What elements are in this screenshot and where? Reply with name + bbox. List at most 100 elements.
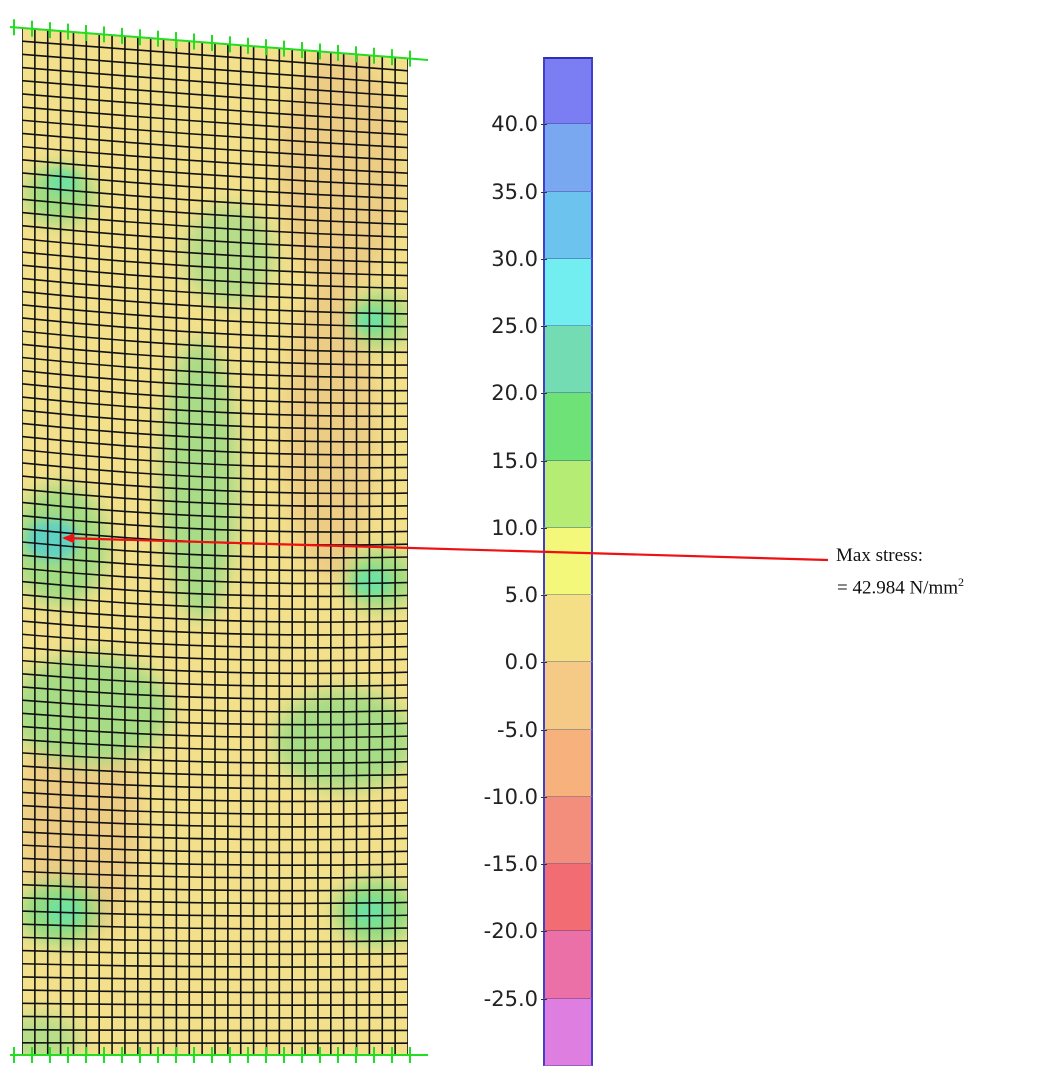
legend-tick-label: 25.0	[491, 314, 538, 338]
legend-band	[543, 595, 593, 663]
stress-contour-field	[22, 28, 408, 1055]
mesh-horizontal-line	[22, 132, 408, 162]
legend-tick-mark	[541, 931, 547, 933]
legend-tick-mark	[541, 864, 547, 865]
max-stress-callout: Max stress: = 42.984 N/mm2	[836, 545, 964, 599]
legend-tick-mark	[541, 729, 547, 731]
legend-tick-mark	[541, 326, 547, 327]
mesh-horizontal-line	[22, 923, 408, 930]
callout-value: = 42.984 N/mm2	[836, 575, 964, 599]
legend-tick-label: 10.0	[491, 515, 538, 540]
mesh-horizontal-line	[22, 620, 408, 636]
mesh-horizontal-line	[22, 712, 408, 726]
mesh-horizontal-line	[22, 817, 408, 828]
legend-band	[543, 191, 593, 259]
legend-tick-mark	[541, 595, 547, 596]
top-support-line	[9, 26, 429, 61]
legend-tick-mark	[541, 460, 547, 462]
legend-tick-mark	[541, 662, 547, 664]
legend-tick-mark	[541, 393, 547, 395]
mesh-horizontal-line	[22, 738, 408, 752]
legend-band	[543, 258, 593, 326]
mesh-horizontal-line	[22, 1015, 408, 1019]
legend-tick-label: -25.0	[483, 986, 538, 1011]
mesh-horizontal-line	[22, 119, 408, 149]
mesh-horizontal-line	[22, 66, 408, 98]
mesh-horizontal-line	[22, 567, 408, 585]
legend-tick-label: 15.0	[491, 448, 538, 473]
callout-unit-exponent: 2	[958, 575, 965, 589]
mesh-horizontal-line	[22, 238, 408, 264]
mesh-horizontal-line	[22, 198, 408, 226]
legend-tick-mark	[541, 258, 547, 260]
mesh-horizontal-line	[22, 435, 408, 456]
mesh-horizontal-line	[22, 79, 408, 110]
mesh-horizontal-line	[22, 172, 408, 200]
mesh-horizontal-line	[22, 752, 408, 764]
legend-band	[543, 124, 593, 192]
mesh-horizontal-line	[22, 383, 408, 405]
callout-value-text: = 42.984 N/mm	[837, 577, 959, 599]
mesh-horizontal-line	[22, 831, 408, 841]
legend-band	[543, 57, 593, 125]
legend-tick-label: 30.0	[491, 246, 538, 271]
mesh-horizontal-line	[22, 53, 408, 85]
color-legend-bar	[543, 57, 593, 1066]
callout-label: Max stress:	[836, 545, 924, 566]
mesh-horizontal-line	[22, 686, 408, 700]
mesh-horizontal-line	[22, 607, 408, 623]
legend-tick-label: -15.0	[483, 852, 538, 876]
mesh-horizontal-line	[22, 646, 408, 662]
mesh-horizontal-line	[22, 1002, 408, 1006]
mesh-horizontal-line	[22, 844, 408, 854]
mesh-horizontal-line	[22, 791, 408, 803]
mesh-horizontal-line	[22, 804, 408, 815]
mesh-horizontal-line	[22, 251, 408, 277]
mesh-horizontal-line	[22, 857, 408, 867]
mesh-horizontal-line	[22, 462, 408, 482]
mesh-horizontal-line	[22, 659, 408, 675]
mesh-horizontal-line	[22, 910, 408, 917]
legend-band	[543, 326, 593, 394]
mesh-horizontal-line	[22, 725, 408, 739]
legend-tick-label: 0.0	[504, 650, 538, 675]
mesh-horizontal-line	[22, 1028, 408, 1032]
legend-band	[543, 729, 593, 797]
mesh-horizontal-line	[22, 580, 408, 598]
legend-tick-label: -20.0	[483, 919, 538, 944]
mesh-horizontal-line	[22, 317, 408, 341]
mesh-horizontal-line	[22, 211, 408, 238]
green-stress-zone	[22, 655, 170, 765]
mesh-horizontal-line	[22, 224, 408, 251]
legend-band	[543, 864, 593, 932]
legend-band	[543, 662, 593, 730]
legend-tick-label: -5.0	[497, 717, 538, 742]
mesh-horizontal-line	[22, 962, 408, 968]
mesh-horizontal-line	[22, 778, 408, 790]
mesh-horizontal-line	[22, 672, 408, 688]
mesh-horizontal-line	[22, 936, 408, 943]
mesh-horizontal-line	[22, 330, 408, 354]
mesh-horizontal-line	[22, 897, 408, 905]
legend-band	[543, 393, 593, 461]
legend-tick-label: 5.0	[504, 583, 538, 607]
mesh-horizontal-line	[22, 343, 408, 366]
mesh-horizontal-line	[22, 303, 408, 328]
legend-band	[543, 460, 593, 528]
mesh-horizontal-line	[22, 976, 408, 981]
mesh-horizontal-line	[22, 290, 408, 315]
hotspot-zone	[356, 308, 388, 332]
mesh-horizontal-line	[22, 633, 408, 649]
mesh-horizontal-line	[22, 277, 408, 302]
mesh-horizontal-line	[22, 765, 408, 777]
legend-tick-mark	[541, 124, 547, 126]
mesh-horizontal-line	[22, 870, 408, 879]
mesh-horizontal-line	[22, 514, 408, 533]
mesh-horizontal-line	[22, 158, 408, 187]
green-stress-zone	[275, 690, 408, 790]
max-stress-hotspot	[26, 520, 78, 560]
mesh-horizontal-line	[22, 475, 408, 495]
legend-tick-label: 35.0	[491, 179, 538, 204]
fem-mesh-plot	[9, 19, 429, 1063]
mesh-horizontal-line	[22, 145, 408, 174]
